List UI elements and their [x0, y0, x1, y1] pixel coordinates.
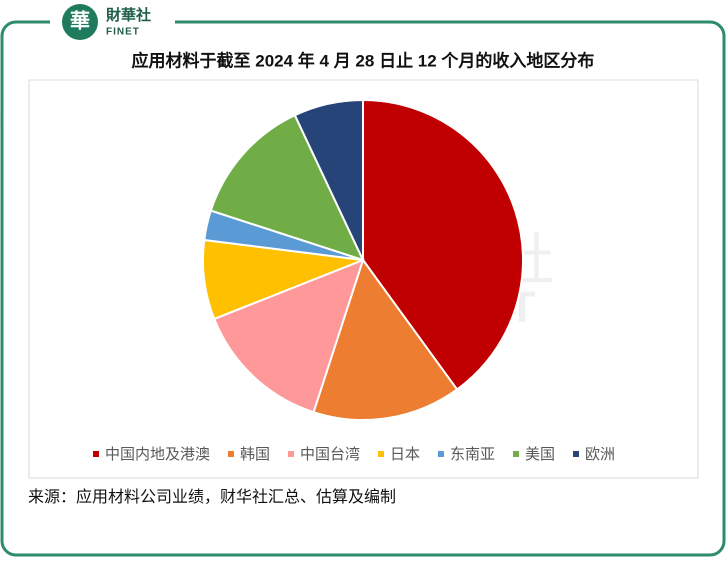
legend-swatch	[573, 451, 580, 457]
brand: 財華社	[105, 6, 151, 24]
legend-label: 美国	[525, 446, 555, 463]
legend-swatch	[92, 451, 99, 457]
pie-slice	[209, 113, 365, 262]
chart-title: 应用材料于截至 2024 年 4 月 28 日止 12 个月的收入地区分布	[132, 50, 595, 70]
logo-mark	[62, 4, 98, 40]
legend-swatch	[287, 451, 294, 457]
legend-label: 中国台湾	[300, 446, 360, 463]
pie-slice	[362, 98, 524, 391]
legend-label: 中国内地及港澳	[105, 446, 210, 463]
legend-label: 欧洲	[585, 446, 615, 463]
source: 来源：应用材料公司业绩，财华社汇总、估算及编制	[28, 487, 396, 506]
legend-swatch	[227, 451, 234, 457]
brand-en: FINET	[106, 27, 140, 38]
legend-label: 东南亚	[450, 446, 495, 463]
pie-slice	[212, 258, 365, 414]
pie-slice	[312, 257, 459, 421]
logo-char: 華	[70, 9, 90, 32]
legend-swatch	[513, 451, 520, 457]
pie-slice	[293, 98, 364, 261]
plot-area	[28, 79, 699, 479]
legend-label: 韩国	[240, 446, 270, 463]
legend-swatch	[438, 451, 445, 457]
legend-swatch	[378, 451, 385, 457]
legend-label: 日本	[390, 446, 420, 463]
